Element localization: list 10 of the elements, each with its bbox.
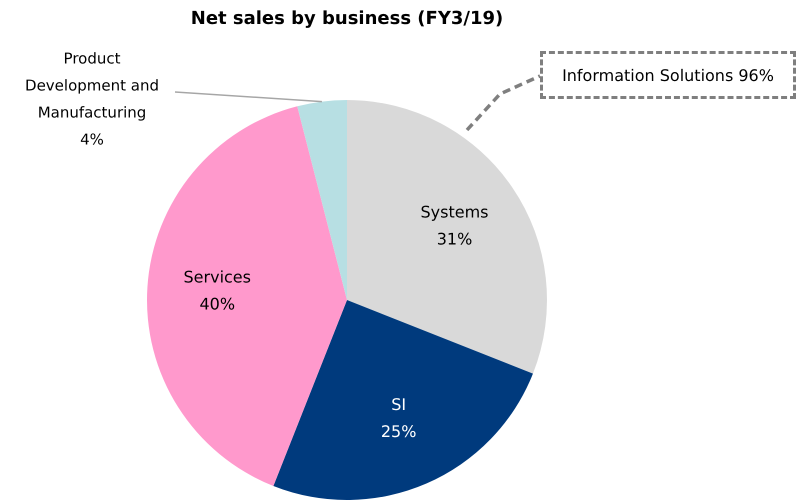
slice-label: Systems	[420, 202, 489, 222]
text: Information Solutions 96%	[540, 51, 796, 99]
data-label: 4%	[80, 130, 104, 148]
chart-title: Net sales by business (FY3/19)	[190, 8, 504, 29]
data-label: 40%	[199, 294, 236, 314]
slice-label: SI	[391, 394, 406, 414]
data-label: 31%	[436, 230, 472, 249]
slice-label: Services	[184, 267, 251, 286]
slice-label: Product Development and Manufacturing	[25, 49, 159, 122]
data-label: 25%	[380, 422, 416, 441]
